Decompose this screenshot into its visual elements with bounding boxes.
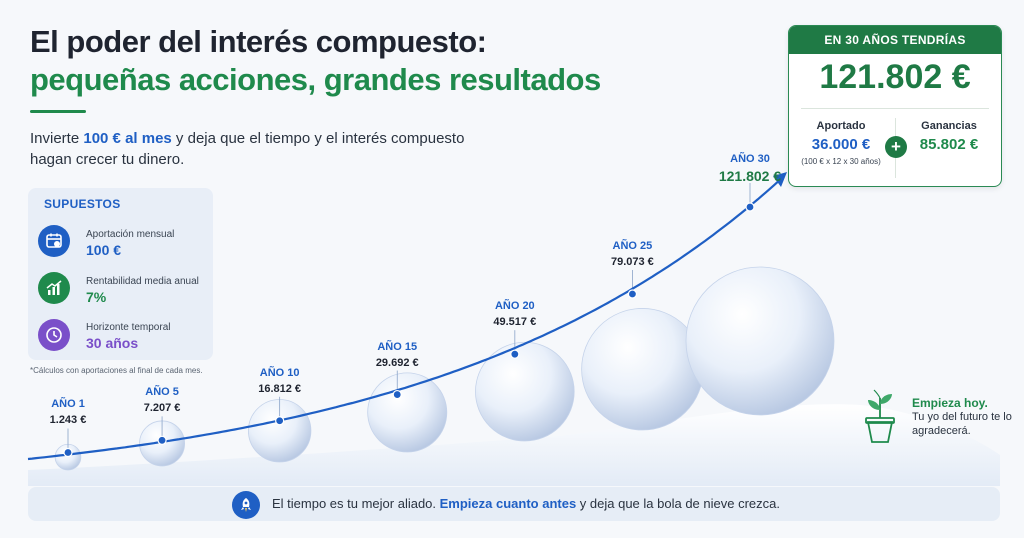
assumption-monthly-label: Aportación mensual bbox=[86, 229, 175, 240]
cta-text: Tu yo del futuro te lo agradecerá. bbox=[912, 411, 1012, 437]
data-point-25 bbox=[627, 289, 638, 299]
banner-text: El tiempo es tu mejor aliado. Empieza cu… bbox=[272, 496, 780, 511]
amount-label-15: 29.692 € bbox=[375, 356, 419, 369]
title-underline bbox=[30, 110, 86, 113]
growth-curve bbox=[27, 177, 783, 461]
rocket-icon bbox=[232, 491, 260, 519]
assumptions-title: SUPUESTOS bbox=[44, 197, 121, 211]
result-card: EN 30 AÑOS TENDRÍAS 121.802 € Aportado 3… bbox=[788, 25, 1002, 187]
assumptions-footnote: *Cálculos con aportaciones al final de c… bbox=[30, 366, 203, 375]
banner-highlight: Empieza cuanto antes bbox=[439, 496, 577, 511]
data-point-10 bbox=[275, 416, 285, 426]
clock-icon bbox=[38, 319, 70, 351]
result-divider bbox=[801, 108, 989, 109]
assumption-monthly bbox=[38, 225, 70, 257]
page-subtitle: pequeñas acciones, grandes resultados bbox=[30, 62, 601, 97]
year-label-5: AÑO 5 bbox=[145, 386, 179, 399]
assumption-horizon bbox=[38, 319, 70, 351]
plant-icon bbox=[865, 389, 895, 443]
curve-arrowhead bbox=[773, 172, 787, 187]
growth-chart-icon bbox=[38, 272, 70, 304]
amount-label-20: 49.517 € bbox=[493, 316, 537, 329]
assumption-horizon-value: 30 años bbox=[86, 335, 139, 351]
snowball-15 bbox=[367, 372, 448, 453]
result-total: 121.802 € bbox=[819, 58, 971, 96]
intro-text: Invierte 100 € al mes y deja que el tiem… bbox=[30, 130, 465, 168]
assumption-return-value: 7% bbox=[86, 289, 107, 305]
calendar-euro-icon bbox=[38, 225, 70, 257]
assumption-return-label: Rentabilidad media anual bbox=[86, 276, 199, 287]
assumption-horizon-label: Horizonte temporal bbox=[86, 322, 171, 333]
amount-label-1: 1.243 € bbox=[49, 414, 87, 427]
assumption-return bbox=[38, 272, 70, 304]
gains-value: 85.802 € bbox=[919, 136, 979, 153]
year-label-10: AÑO 10 bbox=[259, 366, 300, 379]
gains-label: Ganancias bbox=[921, 120, 977, 132]
contributed-note: (100 € x 12 x 30 años) bbox=[801, 157, 881, 166]
data-point-1 bbox=[63, 447, 73, 458]
year-label-20: AÑO 20 bbox=[494, 300, 535, 313]
data-point-5 bbox=[157, 435, 167, 445]
contributed-value: 36.000 € bbox=[811, 136, 871, 153]
assumption-monthly-value: 100 € bbox=[86, 242, 122, 258]
plus-icon: + bbox=[885, 136, 907, 158]
cta-block: Empieza hoy. Tu yo del futuro te lo agra… bbox=[912, 396, 1012, 438]
amount-label-5: 7.207 € bbox=[143, 402, 181, 415]
year-label-1: AÑO 1 bbox=[51, 398, 85, 411]
bottom-banner bbox=[28, 487, 1000, 521]
amount-label-25: 79.073 € bbox=[610, 256, 654, 268]
snowball-25 bbox=[581, 308, 704, 431]
amount-label-30: 121.802 € bbox=[718, 168, 782, 184]
intro-highlight: 100 € al mes bbox=[83, 130, 172, 147]
data-point-20 bbox=[510, 349, 520, 359]
snowball-30 bbox=[685, 266, 835, 416]
contributed-label: Aportado bbox=[816, 120, 866, 132]
year-label-25: AÑO 25 bbox=[612, 240, 653, 252]
snow-ground bbox=[28, 404, 1000, 486]
cta-title: Empieza hoy. bbox=[912, 396, 988, 410]
data-point-30 bbox=[745, 202, 755, 212]
snowball-20 bbox=[475, 341, 575, 442]
data-point-15 bbox=[392, 389, 402, 400]
result-header: EN 30 AÑOS TENDRÍAS bbox=[789, 26, 1001, 54]
amount-label-10: 16.812 € bbox=[258, 382, 302, 395]
page-title: El poder del interés compuesto: bbox=[30, 24, 487, 59]
year-label-30: AÑO 30 bbox=[730, 153, 770, 165]
year-label-15: AÑO 15 bbox=[377, 340, 418, 353]
